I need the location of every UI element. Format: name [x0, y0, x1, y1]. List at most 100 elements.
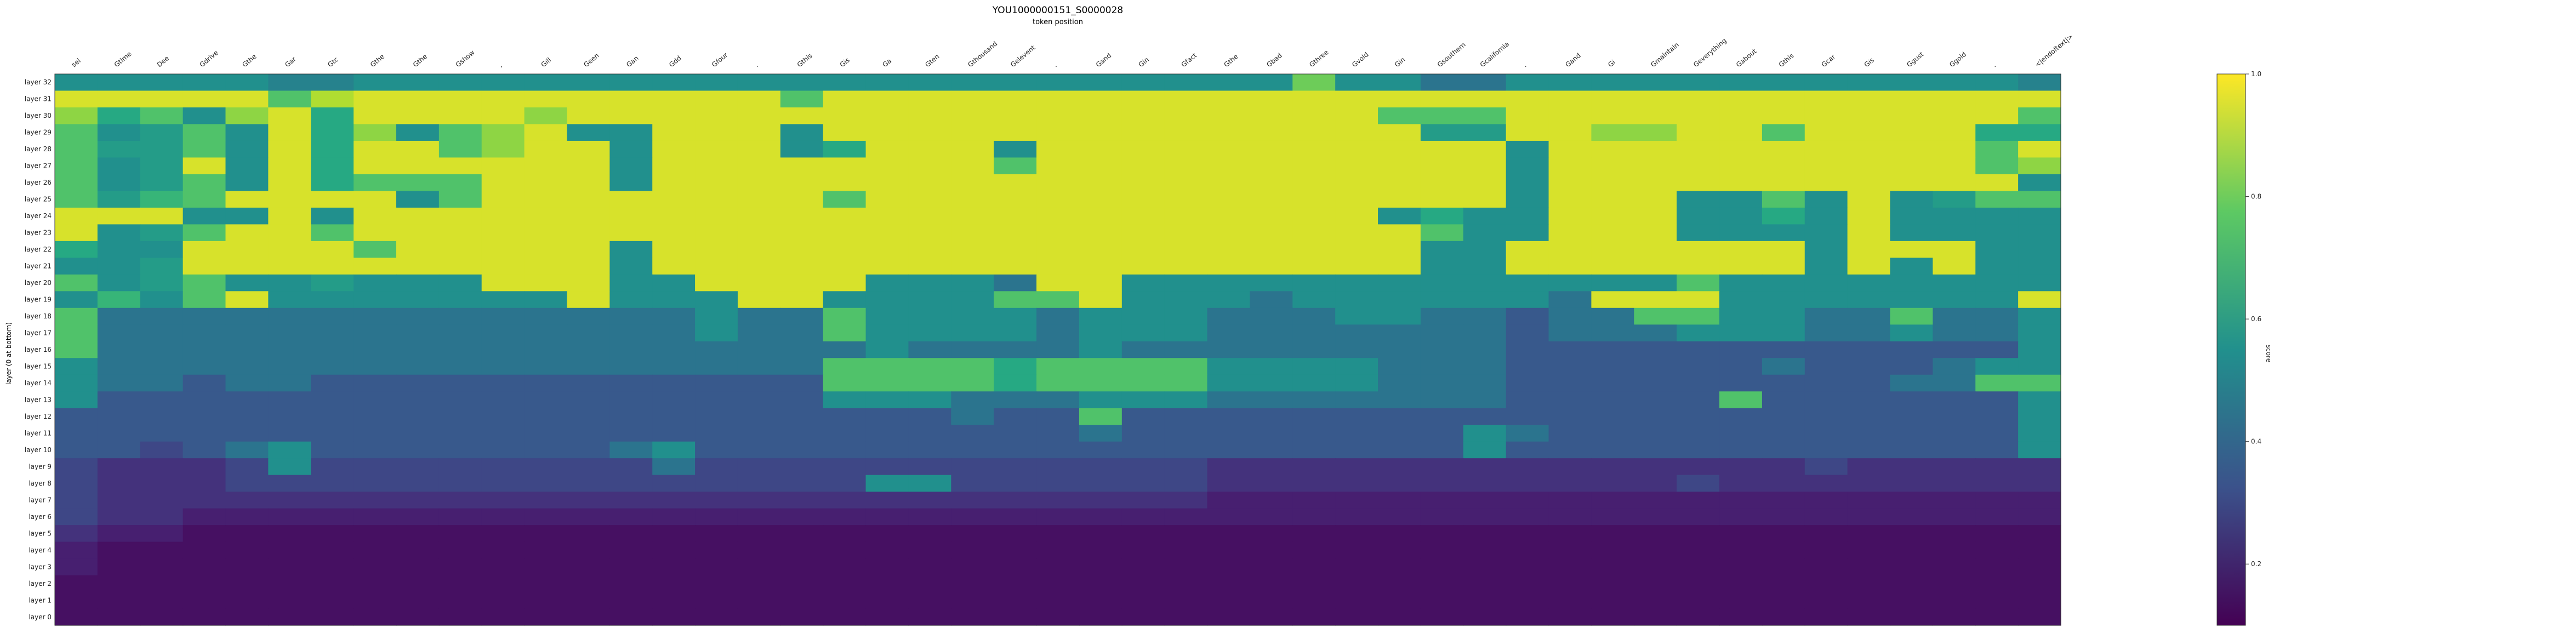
heatmap-cell [1548, 492, 1592, 509]
heatmap-cell [951, 90, 994, 108]
heatmap-cell [1847, 374, 1891, 392]
heatmap-cell [1677, 458, 1720, 476]
heatmap-cell [1933, 324, 1976, 342]
heatmap-cell [1420, 508, 1464, 526]
heatmap-cell [1164, 592, 1208, 609]
heatmap-cell [994, 341, 1037, 358]
x-tick-label: Gthe [369, 53, 386, 69]
heatmap-cell [951, 140, 994, 158]
heatmap-cell [1591, 207, 1634, 225]
heatmap-cell [1036, 575, 1080, 592]
heatmap-cell [97, 508, 141, 526]
heatmap-cell [1207, 191, 1251, 208]
heatmap-cell [951, 508, 994, 526]
heatmap-cell [609, 592, 653, 609]
heatmap-cell [97, 258, 141, 275]
heatmap-cell [780, 174, 824, 191]
heatmap-cell [481, 358, 525, 375]
heatmap-cell [1591, 374, 1634, 392]
heatmap-cell [354, 124, 397, 141]
heatmap-cell [311, 107, 354, 125]
heatmap-cell [609, 541, 653, 559]
heatmap-cell [1463, 74, 1507, 92]
heatmap-cell [1933, 441, 1976, 459]
heatmap-cell [823, 408, 867, 425]
heatmap-cell [1079, 492, 1122, 509]
heatmap-cell [1719, 408, 1763, 425]
heatmap-cell [1847, 592, 1891, 609]
heatmap-cell [737, 174, 781, 191]
x-tick-label: Gar [283, 55, 298, 69]
heatmap-cell [1121, 391, 1165, 409]
colorbar-tick-label: 0.2 [2251, 560, 2261, 568]
heatmap-cell [524, 307, 568, 325]
heatmap-cell [1420, 274, 1464, 292]
heatmap-cell [1762, 508, 1805, 526]
heatmap-cell [1506, 341, 1549, 358]
heatmap-cell [1804, 307, 1848, 325]
heatmap-cell [481, 324, 525, 342]
heatmap-cell [2018, 258, 2061, 275]
heatmap-cell [780, 408, 824, 425]
heatmap-cell [1719, 458, 1763, 476]
heatmap-cell [140, 74, 184, 92]
heatmap-cell [1634, 374, 1677, 392]
heatmap-cells [55, 74, 2061, 626]
heatmap-cell [1463, 408, 1507, 425]
heatmap-cell [438, 291, 482, 309]
heatmap-cell [1121, 291, 1165, 309]
heatmap-cell [652, 207, 696, 225]
heatmap-cell [1634, 575, 1677, 592]
heatmap-cell [268, 391, 311, 409]
heatmap-cell [1292, 307, 1336, 325]
heatmap-cell [695, 475, 738, 492]
heatmap-cell [2018, 174, 2061, 191]
heatmap-cell [1335, 74, 1378, 92]
heatmap-cell [183, 90, 226, 108]
heatmap-cell [1292, 341, 1336, 358]
heatmap-cell [1463, 374, 1507, 392]
heatmap-cell [1463, 241, 1507, 258]
heatmap-cell [1933, 475, 1976, 492]
heatmap-cell [1121, 508, 1165, 526]
heatmap-cell [567, 508, 610, 526]
heatmap-cell [994, 124, 1037, 141]
heatmap-cell [1079, 441, 1122, 459]
heatmap-cell [1036, 258, 1080, 275]
y-tick-label: layer 13 [25, 396, 52, 404]
heatmap-cell [780, 358, 824, 375]
heatmap-cell [951, 608, 994, 626]
heatmap-cell [396, 174, 440, 191]
heatmap-cell [1719, 291, 1763, 309]
heatmap-cell [1677, 241, 1720, 258]
heatmap-cell [396, 558, 440, 576]
heatmap-cell [354, 157, 397, 175]
heatmap-cell [1975, 291, 2019, 309]
heatmap-cell [2018, 157, 2061, 175]
heatmap-cell [481, 525, 525, 543]
heatmap-cell [652, 157, 696, 175]
heatmap-cell [311, 224, 354, 242]
heatmap-cell [1591, 274, 1634, 292]
heatmap-cell [183, 191, 226, 208]
heatmap-cell [567, 541, 610, 559]
heatmap-cell [1292, 608, 1336, 626]
heatmap-cell [354, 224, 397, 242]
heatmap-cell [1975, 608, 2019, 626]
heatmap-cell [97, 475, 141, 492]
heatmap-cell [1420, 191, 1464, 208]
heatmap-cell [780, 608, 824, 626]
heatmap-cell [1591, 558, 1634, 576]
heatmap-cell [97, 224, 141, 242]
heatmap-cell [311, 291, 354, 309]
heatmap-cell [1591, 324, 1634, 342]
heatmap-cell [1079, 157, 1122, 175]
heatmap-cell [737, 541, 781, 559]
heatmap-cell [1164, 307, 1208, 325]
heatmap-cell [780, 592, 824, 609]
heatmap-cell [737, 258, 781, 275]
heatmap-cell [1847, 74, 1891, 92]
heatmap-cell [652, 224, 696, 242]
heatmap-cell [823, 575, 867, 592]
heatmap-cell [438, 191, 482, 208]
